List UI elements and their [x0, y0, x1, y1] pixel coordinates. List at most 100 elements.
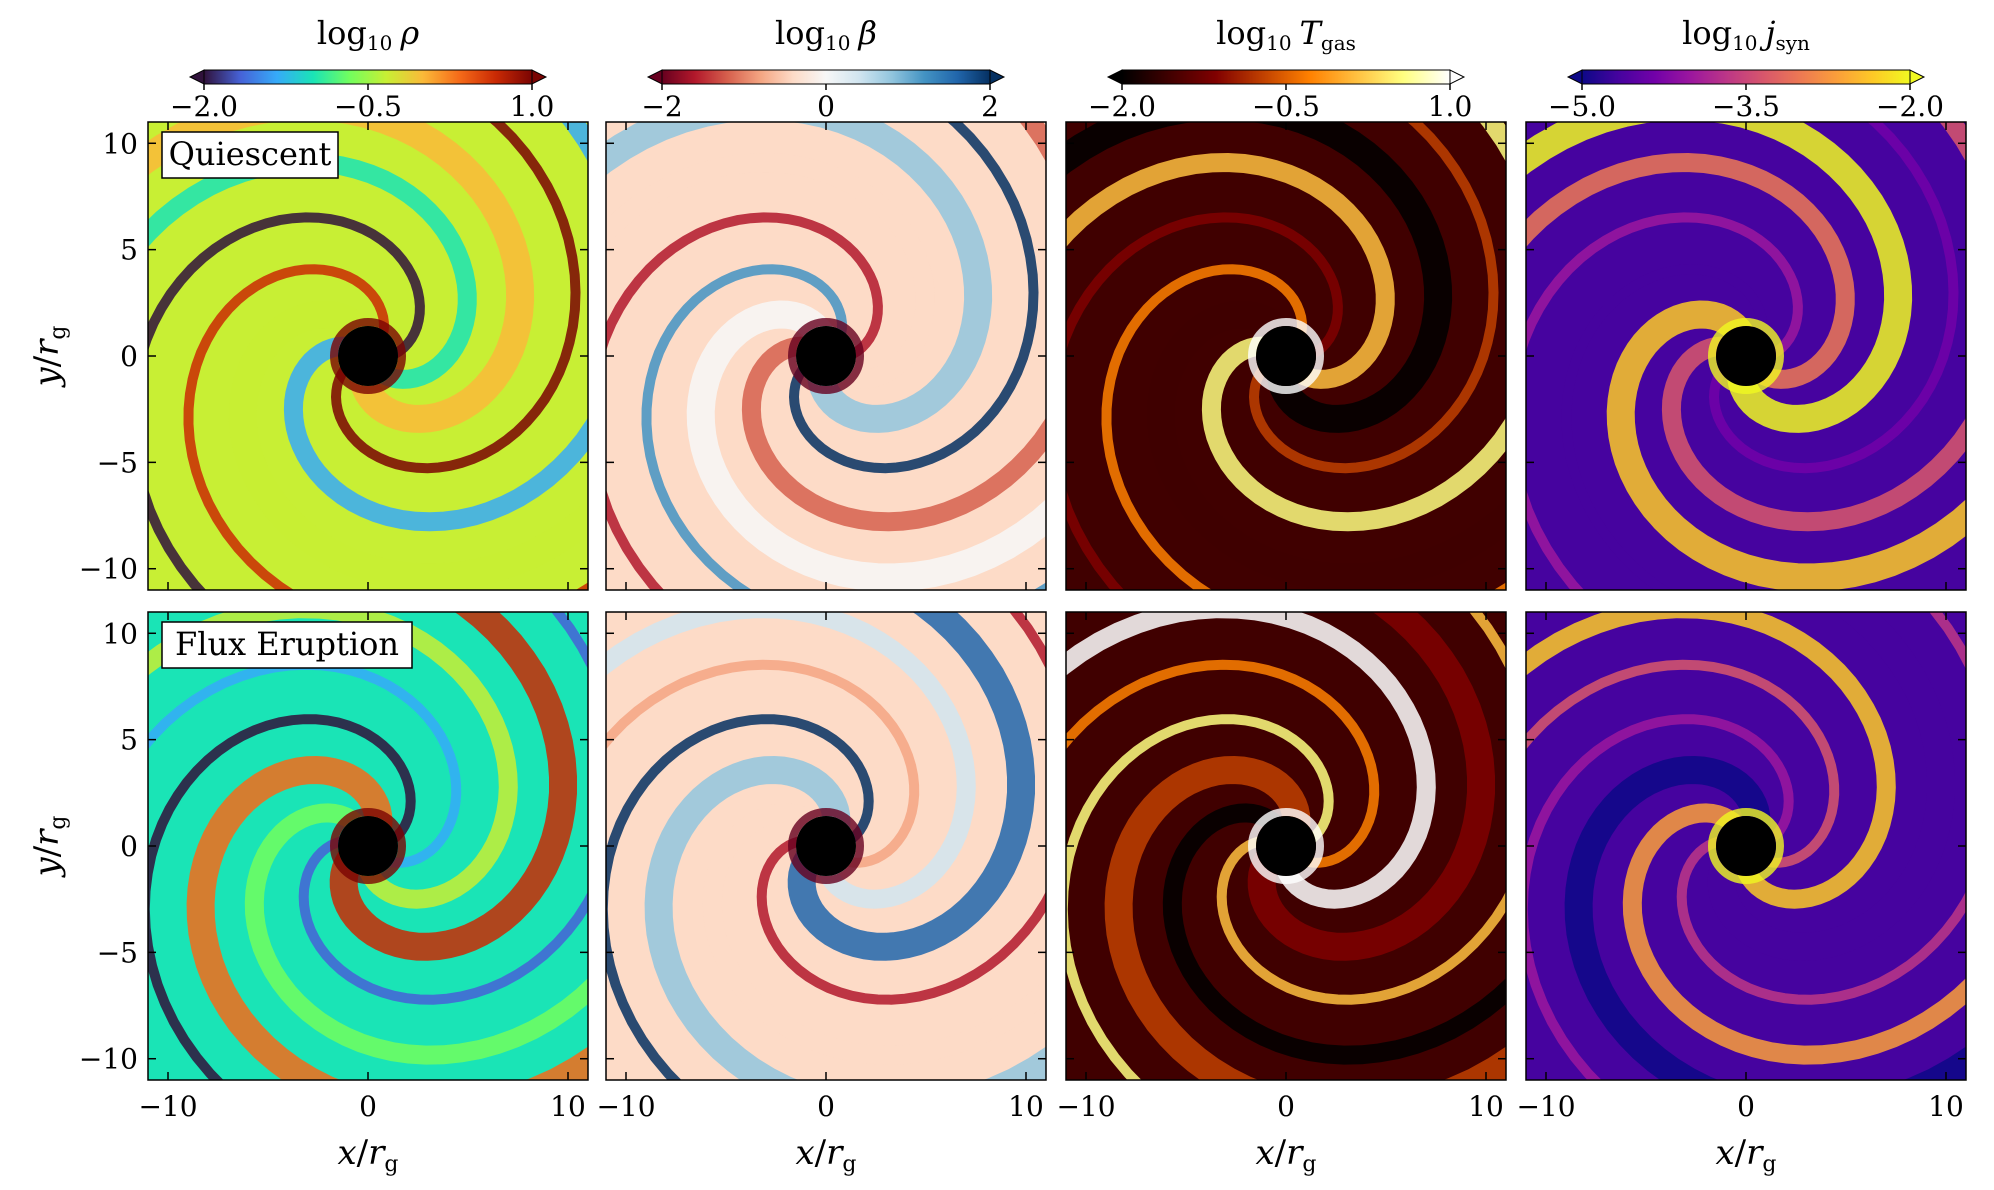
spiral-arm	[686, 300, 1046, 590]
heatmap-panel-r2-c2	[606, 612, 1046, 1080]
colorbar-extend-max	[1449, 69, 1466, 85]
x-axis-label: x/rg	[337, 1133, 398, 1177]
colorbar-extend-max	[989, 69, 1006, 85]
y-tick-label: −10	[79, 553, 138, 586]
spiral-arm	[1526, 612, 1896, 909]
y-tick-label: −10	[79, 1043, 138, 1076]
spiral-arm	[1708, 122, 1959, 474]
spiral-arm	[1606, 300, 1966, 590]
black-hole	[338, 816, 398, 876]
inner-ring	[330, 318, 406, 394]
spiral-arm	[1066, 714, 1334, 1080]
colorbar-tick-label: 2	[981, 90, 999, 123]
colorbar-tick-label: 1.0	[510, 90, 555, 123]
spiral-arm	[148, 714, 416, 1080]
colorbar-tick-label: −2.0	[170, 90, 238, 123]
spiral-arm	[1676, 612, 1966, 1005]
x-tick-label: 10	[1008, 1090, 1044, 1123]
spiral-arm	[148, 152, 477, 389]
x-tick-label: 10	[550, 1090, 586, 1123]
spiral-arm	[1526, 122, 1913, 433]
colorbar-tick-label: −2	[641, 90, 682, 123]
spiral-arm	[298, 612, 588, 1005]
colorbar-tick-label: −3.5	[1712, 90, 1780, 123]
x-tick-label: −10	[138, 1090, 197, 1123]
panel-ticks	[606, 612, 1046, 1080]
y-tick-label: 10	[102, 617, 138, 650]
colorbar-title-2: log10 β	[775, 14, 877, 55]
heatmap-panel-r1-c2	[606, 122, 1046, 590]
colorbar-title-4: log10 jsyn	[1682, 14, 1810, 55]
colorbar-extend-min	[188, 69, 205, 85]
x-tick-label: −10	[1056, 1090, 1115, 1123]
y-tick-label: 0	[120, 830, 138, 863]
black-hole	[1256, 816, 1316, 876]
spiral-arm	[283, 122, 588, 532]
spiral-arm	[1526, 714, 1794, 1080]
colorbar-tick-label: −2.0	[1088, 90, 1156, 123]
spiral-arm	[1216, 612, 1506, 1005]
x-tick-label: −10	[1516, 1090, 1575, 1123]
colorbar-1: −2.0 −0.5 1.0	[170, 69, 555, 123]
spiral-arm	[644, 755, 1046, 1080]
panel-ticks	[148, 612, 588, 1080]
heatmap-panel-r1-c4	[1526, 122, 1966, 590]
spiral-arm	[1066, 612, 1436, 909]
spiral-arm	[1661, 122, 1966, 532]
spiral-arm	[606, 714, 874, 1080]
panel-ticks	[1066, 122, 1506, 590]
spiral-arm	[1247, 612, 1495, 961]
black-hole	[1256, 326, 1316, 386]
y-tick-label: −5	[97, 446, 138, 479]
heatmap-panel-r1-c1	[148, 122, 588, 590]
y-tick-label: 5	[120, 234, 138, 267]
spiral-arm	[1201, 122, 1506, 532]
state-label-text: Flux Eruption	[175, 625, 399, 663]
spiral-arm	[244, 803, 588, 1065]
spiral-arm	[1066, 659, 1380, 868]
spiral-arm	[1248, 122, 1499, 474]
x-axis-label: x/rg	[1255, 1133, 1316, 1177]
colorbar-tick-label: −2.0	[1876, 90, 1944, 123]
heatmap-panel-r2-c4	[1526, 612, 1966, 1080]
spiral-arm	[606, 612, 976, 909]
y-tick-label: 0	[120, 340, 138, 373]
inner-ring	[1708, 808, 1784, 884]
spiral-arm	[756, 612, 1046, 1005]
x-tick-label: 0	[1277, 1090, 1295, 1123]
x-axis-label: x/rg	[795, 1133, 856, 1177]
spiral-arm	[148, 659, 462, 868]
state-label: Flux Eruption	[161, 621, 413, 669]
black-hole	[1716, 816, 1776, 876]
spiral-arm	[1066, 122, 1453, 433]
x-axis-label: x/rg	[1715, 1133, 1776, 1177]
spiral-arm	[741, 122, 1046, 532]
x-tick-label: 0	[359, 1090, 377, 1123]
y-axis-label: y/rg	[27, 815, 71, 878]
y-axis-label: y/rg	[27, 325, 71, 388]
x-tick-label: 0	[817, 1090, 835, 1123]
spiral-arm	[606, 152, 935, 389]
colorbar-extend-min	[646, 69, 663, 85]
inner-ring	[1708, 318, 1784, 394]
spiral-arm	[1101, 264, 1506, 590]
colorbar-extend-min	[1106, 69, 1123, 85]
axis-labels: 10 5 0 −5 −10 y/rg 10 5 0 −5 −10 y/rg −10 0 10 x/rg −10 0…	[27, 127, 1964, 1177]
panel-ticks	[606, 122, 1046, 590]
spiral-arm	[329, 612, 577, 961]
panel-ticks	[1066, 612, 1506, 1080]
colorbar-3: −2.0 −0.5 1.0	[1088, 69, 1472, 123]
black-hole	[1716, 326, 1776, 386]
spiral-arm	[1526, 212, 1803, 590]
spiral-arm	[1146, 300, 1506, 590]
state-label: Quiescent	[161, 131, 339, 179]
spiral-arm	[606, 212, 883, 590]
spiral-arm	[606, 122, 993, 433]
spiral-arm	[1526, 659, 1840, 868]
x-tick-label: 10	[1468, 1090, 1504, 1123]
inner-ring	[788, 318, 864, 394]
x-tick-label: −10	[596, 1090, 655, 1123]
spiral-arm	[606, 659, 920, 868]
column-titles: log10 ρ log10 β log10 Tgas log10 jsyn	[317, 14, 1810, 55]
